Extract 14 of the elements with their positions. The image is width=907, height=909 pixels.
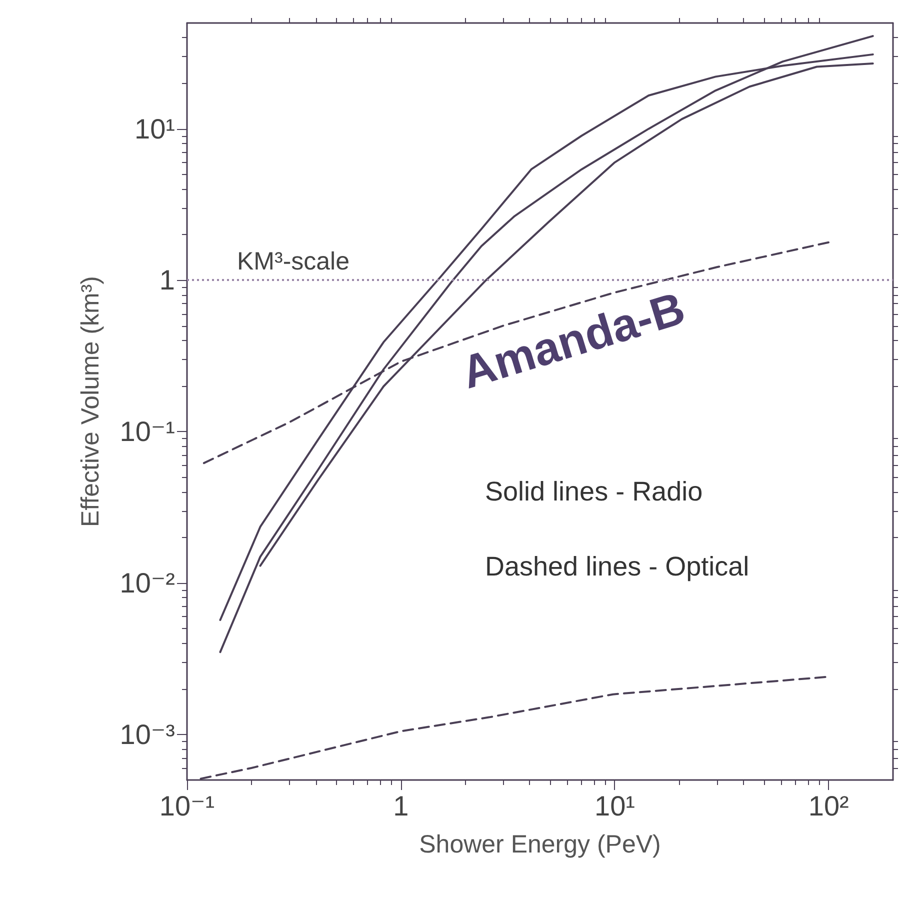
- x-tick-label: 1: [393, 790, 409, 822]
- annotation: Solid lines - Radio: [485, 476, 703, 506]
- y-axis-title: Effective Volume (km³): [76, 276, 104, 528]
- x-tick-label: 10²: [808, 790, 849, 822]
- y-tick-label: 1: [159, 264, 175, 296]
- x-tick-label: 10⁻¹: [159, 790, 215, 822]
- y-tick-label: 10⁻²: [120, 568, 175, 599]
- x-axis-title: Shower Energy (PeV): [419, 830, 661, 858]
- y-tick-label: 10⁻³: [120, 718, 175, 750]
- x-tick-label: 10¹: [594, 790, 635, 822]
- ref-line-label: KM³-scale: [237, 248, 350, 276]
- annotation: Dashed lines - Optical: [485, 552, 750, 582]
- y-tick-label: 10¹: [134, 113, 175, 144]
- y-tick-label: 10⁻¹: [120, 416, 175, 448]
